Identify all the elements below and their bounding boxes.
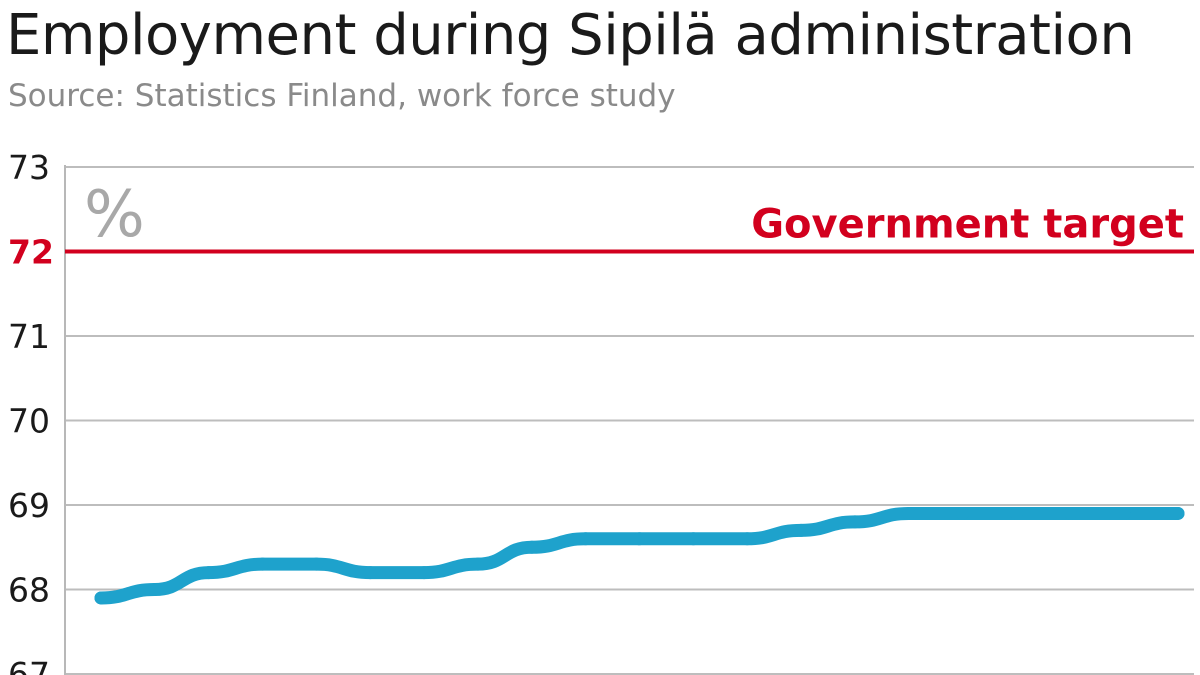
- y-tick-labels: 67 68 69 70 71 72 73: [8, 148, 54, 675]
- y-tick-label-70: 70: [8, 402, 50, 441]
- data-point-1: [148, 583, 162, 596]
- data-point-5: [363, 566, 377, 580]
- employment-rate-line: [94, 506, 1185, 605]
- chart-title: Employment during Sipilä administration: [6, 3, 1135, 68]
- data-point-3: [256, 557, 270, 571]
- y-tick-label-73: 73: [8, 148, 50, 187]
- data-point-16: [956, 506, 970, 520]
- data-point-20: [1171, 506, 1185, 520]
- data-points: [94, 506, 1185, 605]
- data-point-9: [579, 532, 593, 546]
- data-point-8: [525, 540, 539, 554]
- data-point-18: [1063, 506, 1077, 520]
- data-point-2: [202, 566, 216, 580]
- y-tick-label-67: 67: [8, 655, 50, 675]
- data-point-4: [309, 557, 323, 571]
- government-target-label: Government target: [751, 202, 1184, 248]
- chart-subtitle: Source: Statistics Finland, work force s…: [8, 78, 676, 114]
- y-tick-label-72: 72: [8, 233, 54, 272]
- y-tick-label-68: 68: [8, 571, 50, 610]
- data-point-17: [1009, 506, 1023, 520]
- y-unit-label: %: [84, 178, 145, 252]
- data-point-7: [471, 557, 485, 571]
- grid-lines: [65, 166, 1194, 675]
- data-point-12: [740, 532, 754, 546]
- data-point-19: [1117, 506, 1131, 520]
- y-tick-label-69: 69: [8, 486, 50, 525]
- data-point-6: [417, 566, 431, 580]
- data-point-15: [902, 506, 916, 520]
- data-point-14: [848, 515, 862, 529]
- data-point-10: [633, 532, 646, 546]
- data-point-0: [94, 591, 108, 605]
- data-point-13: [794, 523, 808, 537]
- y-tick-label-71: 71: [8, 317, 50, 356]
- data-point-11: [686, 532, 700, 546]
